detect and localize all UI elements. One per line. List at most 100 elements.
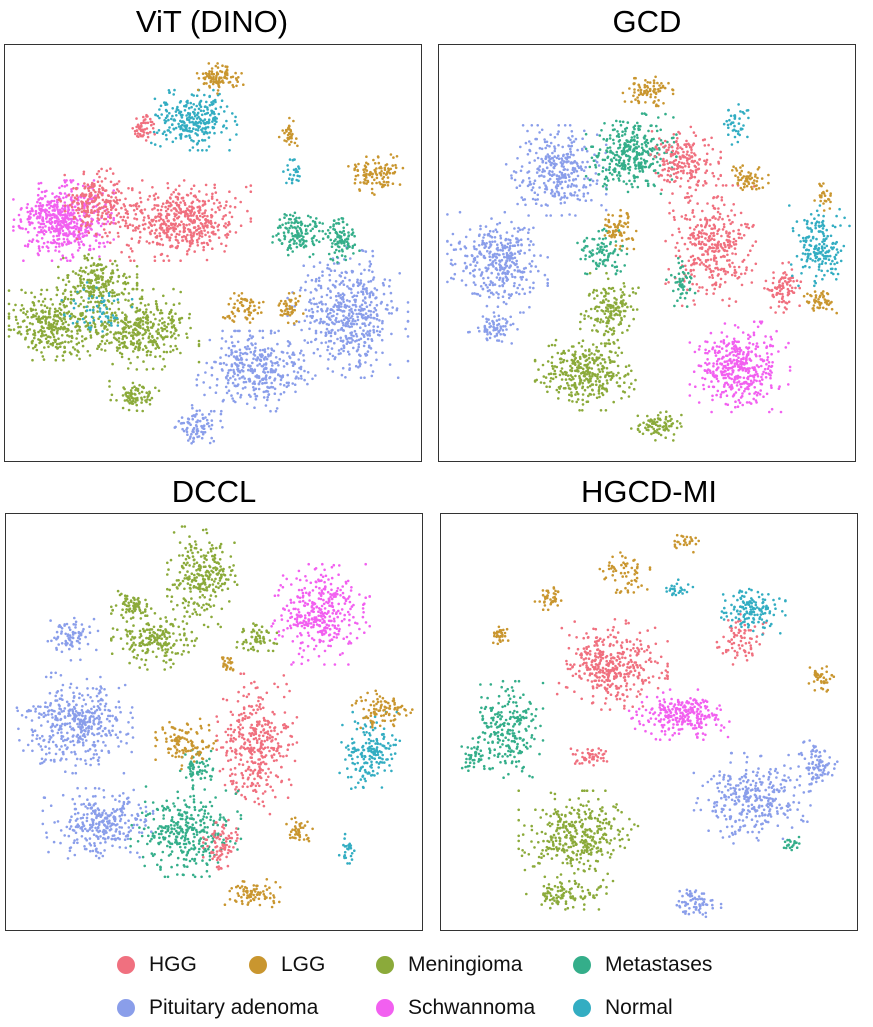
point xyxy=(109,398,112,402)
point xyxy=(12,218,16,221)
point xyxy=(292,322,296,325)
panel-title-vit: ViT (DINO) xyxy=(135,4,289,39)
point xyxy=(225,105,229,108)
point xyxy=(194,424,198,427)
point xyxy=(182,128,186,132)
point xyxy=(266,370,270,374)
point xyxy=(64,283,68,287)
point xyxy=(55,332,59,335)
point xyxy=(325,309,328,313)
point xyxy=(294,297,297,300)
point xyxy=(266,385,269,389)
point xyxy=(70,297,73,301)
point xyxy=(544,161,548,165)
point xyxy=(150,334,154,338)
point xyxy=(516,240,520,244)
point xyxy=(118,225,122,229)
cluster-lgg xyxy=(221,292,265,324)
point xyxy=(126,320,130,324)
point xyxy=(174,246,178,249)
point xyxy=(596,179,599,182)
point xyxy=(503,255,506,259)
point xyxy=(163,327,167,331)
point xyxy=(308,223,312,226)
point xyxy=(149,117,152,121)
point xyxy=(273,392,277,396)
point xyxy=(207,120,211,124)
point xyxy=(472,281,476,284)
point xyxy=(524,141,528,145)
point xyxy=(244,386,247,389)
point xyxy=(180,120,183,124)
point xyxy=(304,245,308,248)
point xyxy=(186,417,190,421)
point xyxy=(384,164,388,167)
point xyxy=(324,331,328,335)
point xyxy=(288,356,292,360)
point xyxy=(515,291,518,294)
scatter-panel-gcd xyxy=(438,44,856,462)
point xyxy=(105,307,109,311)
point xyxy=(167,219,170,223)
point xyxy=(330,245,334,248)
point xyxy=(553,162,557,165)
point xyxy=(78,214,81,218)
point xyxy=(342,309,345,313)
point xyxy=(210,231,214,234)
point xyxy=(207,72,211,75)
point xyxy=(292,168,296,172)
point xyxy=(560,157,563,160)
point xyxy=(481,241,484,245)
point xyxy=(553,145,556,148)
point xyxy=(82,243,85,246)
point xyxy=(297,179,300,183)
point xyxy=(75,208,78,212)
point xyxy=(516,243,520,247)
point xyxy=(327,323,331,327)
point xyxy=(88,186,91,190)
point xyxy=(39,293,43,296)
point xyxy=(223,75,227,78)
point xyxy=(95,304,99,308)
point xyxy=(470,254,474,257)
point xyxy=(574,214,577,217)
point xyxy=(277,364,280,367)
point xyxy=(174,344,177,348)
point xyxy=(101,235,104,239)
point xyxy=(191,417,194,421)
point xyxy=(149,130,152,134)
point xyxy=(135,387,138,390)
point xyxy=(282,231,286,234)
point xyxy=(251,300,254,304)
point xyxy=(34,308,37,312)
point xyxy=(284,222,288,225)
point xyxy=(361,249,365,253)
point xyxy=(503,244,507,248)
point xyxy=(294,167,298,171)
point xyxy=(135,273,139,276)
point xyxy=(245,352,249,356)
point xyxy=(573,191,577,194)
point xyxy=(45,306,49,310)
point xyxy=(86,223,89,226)
point xyxy=(90,256,94,260)
point xyxy=(120,355,124,359)
point xyxy=(212,226,216,229)
point xyxy=(89,326,93,329)
point xyxy=(98,307,102,310)
point xyxy=(315,318,318,322)
point xyxy=(295,245,299,249)
point xyxy=(45,203,49,207)
point xyxy=(359,337,363,341)
point xyxy=(532,286,535,290)
point xyxy=(389,153,393,156)
point xyxy=(570,182,574,186)
point xyxy=(100,348,103,351)
point xyxy=(40,332,44,335)
point xyxy=(143,332,146,336)
point xyxy=(331,242,334,245)
point xyxy=(101,283,104,286)
point xyxy=(169,201,172,205)
point xyxy=(290,140,293,144)
point xyxy=(130,305,134,309)
